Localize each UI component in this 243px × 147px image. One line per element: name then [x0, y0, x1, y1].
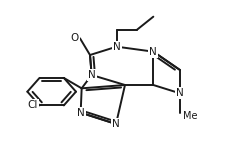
Text: N: N — [112, 119, 120, 129]
Text: O: O — [70, 33, 79, 43]
Text: N: N — [113, 42, 121, 52]
Text: N: N — [77, 108, 85, 118]
Text: N: N — [149, 47, 157, 57]
Text: N: N — [88, 70, 95, 80]
Text: Cl: Cl — [27, 100, 37, 110]
Text: Me: Me — [182, 111, 197, 121]
Text: N: N — [176, 88, 184, 98]
